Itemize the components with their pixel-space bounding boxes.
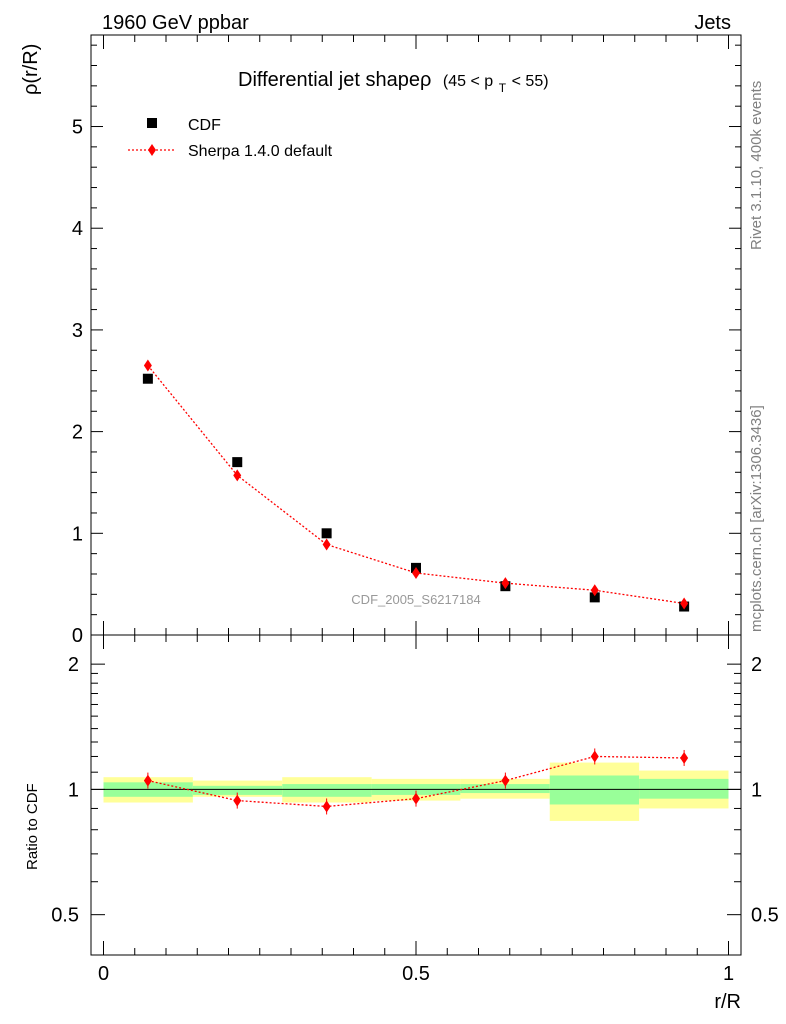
cdf-point	[142, 373, 153, 384]
ratio-x-tick-label: 0	[98, 963, 109, 985]
plot-title-range-end: < 55)	[512, 73, 549, 90]
ratio-y-tick-label: 2	[68, 654, 79, 676]
plot-title-sub: T	[499, 81, 507, 95]
legend-sherpa-label: Sherpa 1.4.0 default	[188, 143, 333, 160]
ratio-y-tick-label: 0.5	[51, 905, 79, 927]
main-x-axis	[103, 35, 729, 635]
main-y-tick-label: 2	[72, 422, 83, 444]
cdf-point	[232, 457, 243, 468]
sherpa-ratio-point	[143, 774, 152, 787]
ratio-panel: 0.5 0.51 12 2 0 0.5 1 Ratio to CDF r/R	[24, 634, 779, 1013]
ratio-series	[143, 748, 689, 815]
main-y-tick-label: 4	[72, 218, 83, 240]
sherpa-ratio-point	[680, 751, 689, 764]
main-y-tick-label: 3	[72, 320, 83, 342]
ratio-x-tick-label: 0.5	[402, 963, 430, 985]
main-y-tick-label: 1	[72, 523, 83, 545]
rivet-version-label: Rivet 3.1.10, 400k events	[748, 81, 765, 250]
main-series	[142, 359, 690, 612]
legend-sherpa-marker	[148, 144, 156, 156]
main-y-axis-label: ρ(r/R)	[20, 44, 42, 95]
plot-title-main: Differential jet shapeρ	[238, 69, 431, 91]
analysis-watermark: CDF_2005_S6217184	[351, 592, 480, 607]
ratio-x-tick-label: 1	[723, 963, 734, 985]
cdf-point	[589, 592, 600, 603]
ratio-y-tick-label-right: 2	[751, 654, 762, 676]
sherpa-ratio-point	[590, 750, 599, 763]
legend-cdf-label: CDF	[188, 117, 221, 134]
sherpa-point	[501, 577, 510, 590]
ratio-band-1sigma	[192, 785, 283, 795]
sherpa-point	[680, 597, 689, 610]
process-label: Jets	[694, 12, 731, 34]
ratio-band-1sigma	[639, 778, 729, 799]
ratio-y-axis-label: Ratio to CDF	[24, 783, 41, 870]
plot-title: Differential jet shapeρ (45 < p T < 55)	[238, 69, 549, 97]
ratio-band-1sigma	[282, 784, 372, 797]
ratio-y-tick-label-right: 1	[751, 779, 762, 801]
sherpa-point	[322, 538, 331, 551]
energy-label: 1960 GeV ppbar	[102, 12, 249, 34]
main-y-tick-label: 5	[72, 117, 83, 139]
legend: CDF Sherpa 1.4.0 default	[128, 117, 333, 160]
sherpa-ratio-point	[233, 794, 242, 807]
cdf-point	[321, 528, 332, 539]
sherpa-ratio-point	[412, 792, 420, 805]
ratio-band-1sigma	[549, 775, 640, 805]
sherpa-ratio-point	[501, 774, 510, 787]
sherpa-point	[412, 566, 420, 579]
sherpa-point	[233, 469, 242, 482]
main-panel: 0 1 2 3 4 5 ρ(r/R) Differential jet shapeρ (4…	[20, 34, 742, 647]
main-y-axis: 0 1 2 3 4 5	[72, 44, 741, 647]
sherpa-point	[143, 359, 152, 372]
ratio-y-tick-label-right: 0.5	[751, 905, 779, 927]
ratio-y-axis: 0.5 0.5 1 1 2 2	[51, 654, 779, 927]
sherpa-point	[590, 584, 599, 597]
ratio-x-axis: 0 0.5 1	[98, 635, 734, 985]
legend-cdf-marker	[147, 118, 157, 128]
plot-title-range: (45 < p	[443, 73, 493, 90]
ratio-y-tick-label: 1	[68, 779, 79, 801]
mcplots-label: mcplots.cern.ch [arXiv:1306.3436]	[748, 405, 765, 632]
x-axis-label: r/R	[714, 991, 741, 1013]
main-y-tick-label: 0	[72, 625, 83, 647]
sherpa-ratio-point	[322, 800, 331, 813]
